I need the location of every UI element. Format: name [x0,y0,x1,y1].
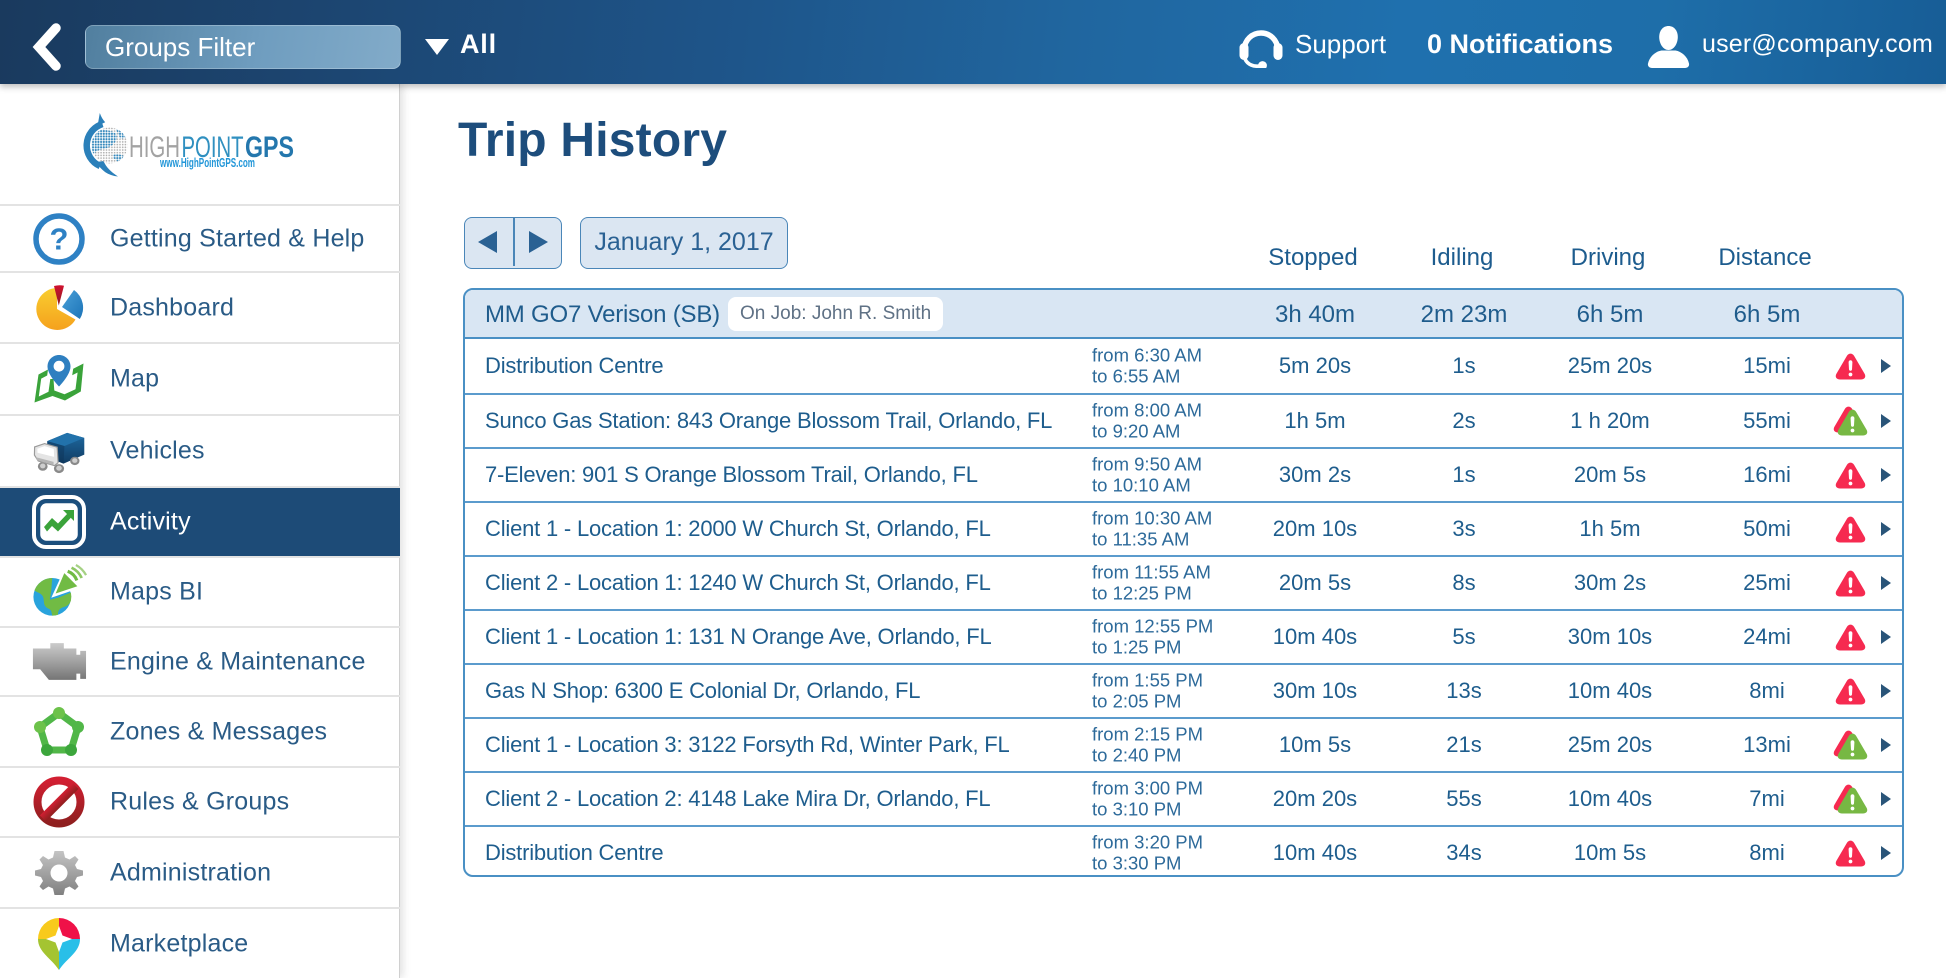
svg-text:HIGH: HIGH [129,131,180,164]
svg-text:POINT: POINT [182,131,244,164]
svg-text:GPS: GPS [245,131,294,164]
svg-text:www.HighPointGPS.com: www.HighPointGPS.com [159,155,255,170]
svg-text:?: ? [50,221,69,256]
